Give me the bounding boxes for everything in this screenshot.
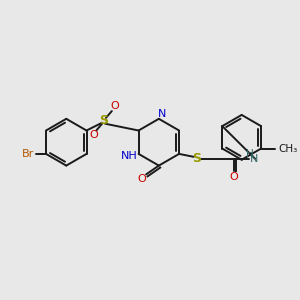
Text: S: S [192, 152, 201, 165]
Text: NH: NH [121, 151, 137, 161]
Text: O: O [110, 101, 119, 111]
Text: CH₃: CH₃ [279, 143, 298, 154]
Text: H: H [246, 149, 254, 159]
Text: N: N [158, 109, 166, 119]
Text: O: O [229, 172, 238, 182]
Text: N: N [250, 154, 259, 164]
Text: O: O [89, 130, 98, 140]
Text: S: S [100, 114, 109, 127]
Text: Br: Br [22, 149, 34, 159]
Text: O: O [137, 174, 146, 184]
